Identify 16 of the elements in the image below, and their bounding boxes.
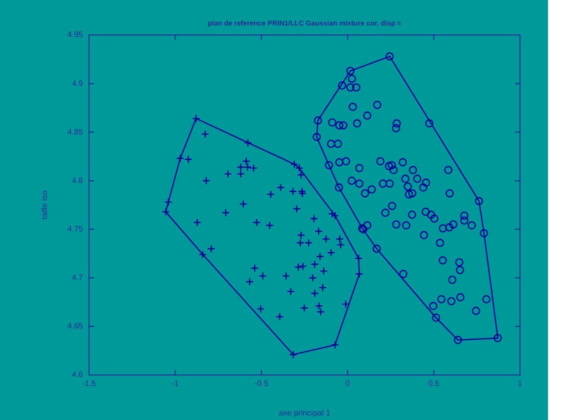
y-tick-label: 4.95 bbox=[67, 30, 84, 40]
x-tick-label: 1 bbox=[518, 379, 523, 388]
y-tick-label: 4.75 bbox=[67, 224, 84, 234]
y-axis-title: taille iso bbox=[40, 190, 50, 220]
y-tick-label: 4.6 bbox=[72, 370, 84, 380]
x-tick-label: 0.5 bbox=[428, 379, 440, 388]
x-tick-label: 0 bbox=[345, 379, 350, 388]
y-tick-label: 4.85 bbox=[67, 127, 84, 136]
x-tick-label: -0.5 bbox=[254, 379, 269, 388]
x-axis-title: axe principal 1 bbox=[278, 408, 331, 418]
y-tick-label: 4.9 bbox=[72, 78, 84, 88]
x-tick-label: -1 bbox=[172, 379, 180, 388]
y-tick-label: 4.7 bbox=[72, 273, 84, 282]
y-tick-label: 4.8 bbox=[72, 176, 84, 185]
y-tick-label: 4.65 bbox=[67, 322, 84, 331]
x-tick-label: -1.5 bbox=[82, 379, 96, 388]
